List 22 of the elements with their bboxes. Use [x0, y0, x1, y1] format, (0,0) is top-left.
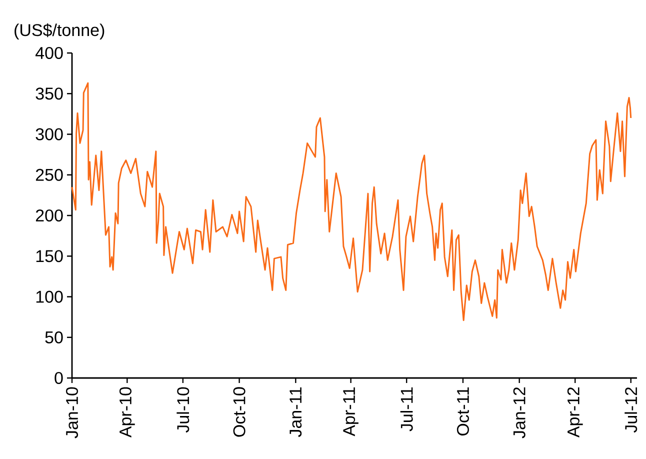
y-tick-label: 400 [35, 46, 63, 60]
y-tick-label: 50 [45, 331, 63, 344]
x-tick-label: Oct-10 [233, 387, 246, 437]
y-tick-label: 300 [36, 128, 63, 140]
y-tick-label: 350 [36, 88, 63, 100]
y-tick-label: 250 [36, 168, 63, 181]
x-tick-label: Apr-12 [567, 387, 583, 438]
x-tick-label: Jul-10 [176, 387, 190, 433]
y-tick-label: 0 [54, 372, 63, 384]
x-tick-label: Jan-12 [513, 387, 526, 438]
line-series [71, 82, 632, 322]
y-tick-label: 100 [36, 290, 63, 303]
x-tick-label: Jul-11 [400, 387, 413, 432]
y-tick-label: 200 [36, 209, 63, 222]
x-tick-label: Apr-10 [119, 387, 135, 438]
x-tick-label: Apr-11 [343, 387, 358, 436]
y-axis-title: (US$/tonne) [14, 23, 104, 40]
x-tick-label: Jan-11 [290, 387, 302, 437]
y-tick-label: 150 [36, 250, 63, 262]
x-tick-label: Oct-11 [456, 387, 469, 436]
x-tick-label: Jan-10 [66, 387, 78, 438]
x-tick-label: Jul-12 [624, 387, 638, 433]
